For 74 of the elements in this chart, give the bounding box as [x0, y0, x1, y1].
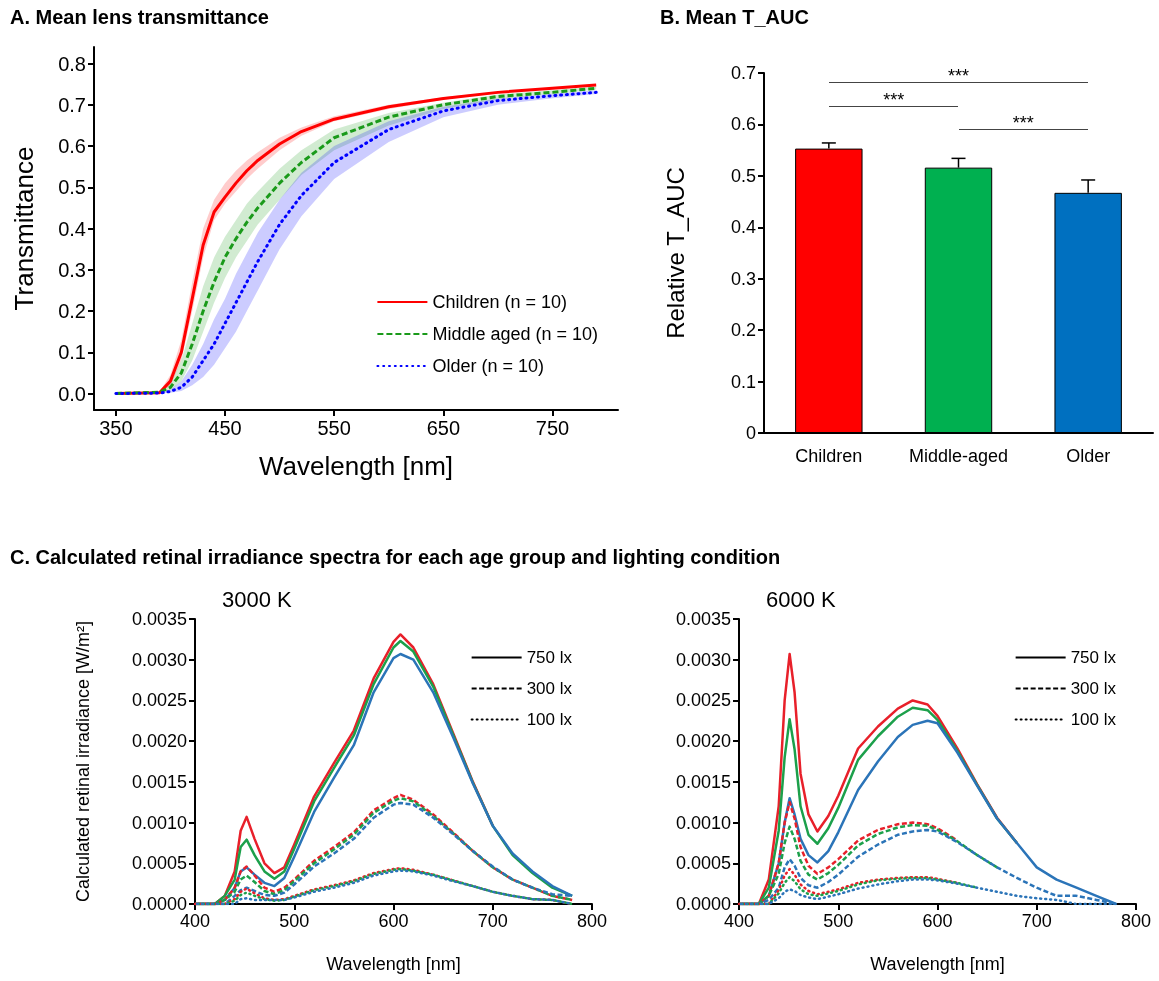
y-tick-label: 0.6 [58, 135, 86, 157]
legend-label: 100 lx [1070, 710, 1117, 729]
y-tick-label: 0.0025 [131, 690, 187, 711]
x-tick-label: 800 [576, 911, 608, 931]
y-tick-label: 0 [745, 423, 756, 443]
chart-title: B. Mean T_AUC [660, 6, 809, 29]
x-tick-label: 800 [1120, 911, 1152, 931]
annotation: *** [1012, 113, 1034, 134]
y-tick-label: 0.0020 [131, 731, 187, 752]
y-tick-label: 0.2 [58, 300, 86, 322]
y-tick-label: 0.0010 [675, 812, 731, 833]
legend-label: Children (n = 10) [432, 292, 567, 312]
y-tick-label: 0.0005 [675, 853, 731, 874]
x-tick-label: 400 [179, 911, 211, 931]
y-tick-label: 0.0015 [131, 771, 187, 792]
annotation: *** [947, 66, 970, 87]
x-axis-title: Wavelength [nm] [258, 451, 454, 481]
chart-subtitle: 6000 K [766, 586, 837, 612]
y-tick-label: 0.0035 [131, 609, 187, 629]
x-tick-label: 600 [378, 911, 409, 931]
y-tick-label: 0.3 [58, 258, 86, 281]
y-tick-label: 0.7 [730, 63, 756, 83]
x-tick-label: Children [795, 446, 863, 466]
y-tick-label: 0.5 [58, 176, 86, 199]
y-tick-label: 0.0035 [675, 609, 731, 629]
x-tick-label: 750 [535, 417, 570, 439]
legend-label: 300 lx [1070, 679, 1117, 698]
y-tick-label: 0.0000 [675, 894, 731, 914]
x-tick-label: 500 [823, 911, 854, 931]
y-tick-label: 0.0 [58, 382, 86, 405]
y-tick-label: 0.3 [730, 268, 756, 289]
y-tick-label: 0.0000 [131, 894, 187, 914]
legend-label: Middle aged (n = 10) [432, 324, 599, 344]
legend-label: 750 lx [526, 648, 573, 667]
y-tick-label: 0.2 [730, 320, 756, 341]
chart-title: A. Mean lens transmittance [10, 6, 269, 29]
y-tick-label: 0.0010 [131, 812, 187, 833]
x-tick-label: Middle-aged [908, 446, 1009, 466]
y-tick-label: 0.0020 [675, 731, 731, 752]
x-axis-title: Wavelength [nm] [326, 954, 461, 974]
legend-label: Older (n = 10) [432, 356, 544, 376]
x-tick-label: 650 [426, 417, 461, 439]
x-tick-label: 400 [723, 911, 755, 931]
y-tick-label: 0.0015 [675, 771, 731, 792]
y-tick-label: 0.4 [58, 217, 86, 240]
x-tick-label: 350 [99, 417, 133, 439]
y-tick-label: 0.0025 [675, 690, 731, 711]
y-tick-label: 0.1 [730, 371, 756, 392]
legend-label: 750 lx [1070, 648, 1117, 667]
x-tick-label: Older [1066, 446, 1111, 466]
y-axis-title: Relative T_AUC [661, 167, 689, 339]
x-tick-label: 700 [1021, 911, 1052, 931]
x-tick-label: 600 [922, 911, 953, 931]
x-tick-label: 700 [477, 911, 508, 931]
legend-label: 300 lx [526, 679, 573, 698]
y-tick-label: 0.6 [730, 114, 756, 135]
y-tick-label: 0.0030 [131, 649, 187, 670]
x-tick-label: 550 [317, 417, 351, 439]
y-tick-label: 0.5 [730, 165, 756, 186]
y-tick-label: 0.4 [730, 217, 756, 238]
x-tick-label: 450 [208, 417, 242, 439]
x-tick-label: 500 [279, 911, 310, 931]
x-axis-title: Wavelength [nm] [870, 954, 1005, 974]
y-tick-label: 0.0005 [131, 853, 187, 874]
y-axis-title: Calculated retinal irradiance [W/m²] [73, 620, 93, 903]
chart-subtitle: 3000 K [222, 586, 293, 612]
y-tick-label: 0.8 [58, 52, 86, 75]
y-axis-title: Transmittance [9, 146, 39, 311]
annotation: *** [883, 89, 905, 110]
chart-title: C. Calculated retinal irradiance spectra for each age group and lighting condition [10, 546, 781, 569]
y-tick-label: 0.1 [58, 341, 86, 364]
y-tick-label: 0.7 [58, 93, 86, 116]
y-tick-label: 0.0030 [675, 649, 731, 670]
legend-label: 100 lx [526, 710, 573, 729]
